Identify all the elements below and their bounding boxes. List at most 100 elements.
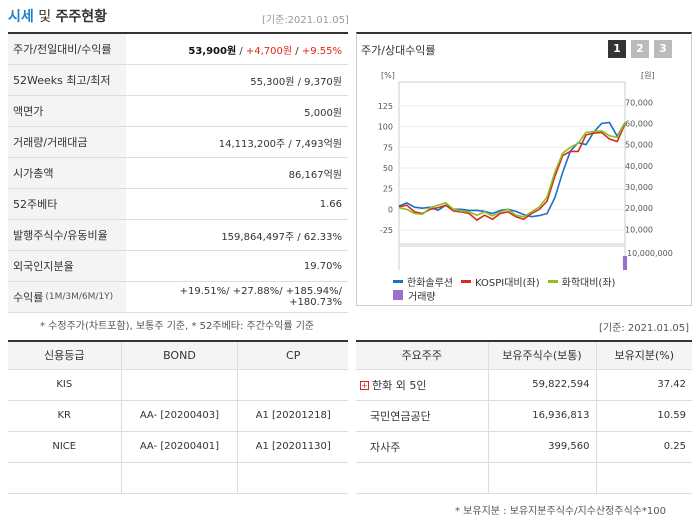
legend-swatch — [547, 279, 558, 283]
table-cell: AA- [20200403] — [120, 399, 238, 432]
title-amp: 및 — [33, 9, 56, 25]
table-row: KIS — [8, 368, 348, 401]
return-value: +19.51%/ +27.88%/ +185.94%/ +180.73% — [179, 286, 342, 308]
return-label: 수익률 (1M/3M/6M/1Y) — [8, 282, 126, 312]
legend-label: 화학대비(좌) — [561, 277, 616, 289]
market-cap-row: 시가총액 86,167억원 — [8, 158, 348, 189]
series-line-2 — [398, 122, 626, 218]
price-table: 주가/전일대비/수익률 53,900원 / +4,700원 / +9.55% 5… — [8, 32, 348, 313]
shares-label: 발행주식수/유동비율 — [8, 220, 126, 250]
legend-label: 거래량 — [408, 291, 436, 303]
price-label: 주가/전일대비/수익률 — [8, 34, 126, 64]
separator: / — [236, 45, 246, 57]
52week-value: 55,300원 / 9,370원 — [250, 76, 342, 88]
table-cell — [120, 461, 238, 494]
price-row: 주가/전일대비/수익률 53,900원 / +4,700원 / +9.55% — [8, 34, 348, 65]
table-cell — [237, 461, 348, 494]
par-value-value: 5,000원 — [304, 107, 342, 119]
y-right-tick-label: 50,000 — [625, 141, 653, 150]
table-cell: 59,822,594 — [487, 369, 596, 401]
legend-row-1: 한화솔루션 KOSPI대비(좌) 화학대비(좌) — [393, 274, 623, 289]
series-line-0 — [398, 121, 626, 218]
volume-bars — [622, 256, 628, 270]
chart-page-1-button[interactable]: 1 — [608, 40, 626, 58]
chart-page-3-button[interactable]: 3 — [654, 40, 672, 58]
market-cap-value: 86,167억원 — [288, 169, 342, 181]
column-header: 주요주주 — [356, 341, 488, 370]
foreign-row: 외국인지분율 19.70% — [8, 251, 348, 282]
note-left: * 수정주가(차트포함), 보통주 기준, * 52주베타: 주간수익률 기준 — [40, 321, 315, 332]
title-part2: 주주현황 — [55, 9, 108, 25]
beta-row: 52주베타 1.66 — [8, 189, 348, 220]
foreign-value: 19.70% — [303, 260, 342, 272]
y-left-tick-label: 0 — [388, 205, 393, 214]
52week-label: 52Weeks 최고/최저 — [8, 65, 126, 95]
legend-item-chem: 화학대비(좌) — [547, 274, 616, 289]
chart-svg: 125 100 75 50 25 0 -25 70,000 60,000 50,000 40,000… — [378, 71, 673, 270]
series-lines — [398, 121, 626, 222]
table-row: 국민연금공단 16,936,813 10.59 — [356, 400, 692, 432]
shareholder-table: 주요주주 보유주식수(보통) 보유지분(%) + 한화 외 5인 59,822,5… — [356, 340, 692, 494]
table-row — [356, 462, 692, 494]
table-cell — [595, 462, 692, 494]
table-cell: NICE — [8, 430, 121, 463]
chart-page-2-button[interactable]: 2 — [631, 40, 649, 58]
table-cell: 10.59 — [595, 400, 692, 432]
y-right-tick-label: 30,000 — [625, 183, 653, 192]
table-header-row: 신용등급 BOND CP — [8, 340, 348, 370]
column-header: 보유주식수(보통) — [487, 341, 596, 370]
y-right-tick-label: 40,000 — [625, 162, 653, 171]
legend-item-volume: 거래량 — [393, 288, 436, 303]
holder-name-cell[interactable]: + 한화 외 5인 — [356, 369, 488, 401]
y-left-tick-label: 75 — [383, 143, 393, 152]
holder-name: 한화 외 5인 — [372, 378, 427, 392]
beta-value: 1.66 — [319, 198, 342, 210]
shares-row: 발행주식수/유동비율 159,864,497주 / 62.33% — [8, 220, 348, 251]
table-cell — [487, 462, 596, 494]
credit-grade-table: 신용등급 BOND CP KIS KR AA- [20200403] A1 [202… — [8, 340, 348, 494]
par-value-row: 액면가 5,000원 — [8, 96, 348, 127]
axis-labels: 125 100 75 50 25 0 -25 70,000 60,000 50,000 40,000… — [378, 71, 673, 258]
return-row: 수익률 (1M/3M/6M/1Y) +19.51%/ +27.88%/ +185.… — [8, 282, 348, 313]
y-left-tick-label: 100 — [378, 123, 393, 132]
price-change: +4,700원 — [245, 45, 293, 57]
table-cell: A1 [20201130] — [237, 430, 348, 463]
y-right-tick-label: 10,000 — [625, 225, 653, 234]
holder-name: 자사주 — [356, 431, 488, 463]
holder-name — [356, 462, 488, 494]
y-left-unit: [%] — [381, 71, 395, 80]
volume-axis-label: 10,000,000 — [627, 249, 673, 258]
y-right-tick-label: 60,000 — [625, 120, 653, 129]
legend-label: 한화솔루션 — [407, 277, 453, 289]
table-row: NICE AA- [20200401] A1 [20201130] — [8, 430, 348, 463]
table-header-row: 주요주주 보유주식수(보통) 보유지분(%) — [356, 341, 692, 370]
table-cell — [120, 368, 238, 401]
chart-panel: 주가/상대수익률 1 2 3 125 100 75 50 25 0 -25 70,000 60,… — [356, 32, 692, 306]
beta-label: 52주베타 — [8, 189, 126, 219]
table-cell: KIS — [8, 368, 121, 401]
volume-value: 14,113,200주 / 7,493억원 — [218, 138, 342, 150]
table-row: 자사주 399,560 0.25 — [356, 431, 692, 463]
table-row — [8, 461, 348, 494]
y-right-unit: [원] — [641, 71, 655, 80]
close-price: 53,900원 — [188, 45, 237, 57]
y-left-tick-label: 125 — [378, 102, 393, 111]
table-cell — [237, 368, 348, 401]
table-cell: A1 [20201218] — [237, 399, 348, 432]
market-cap-label: 시가총액 — [8, 158, 126, 188]
table-cell: 37.42 — [595, 369, 692, 401]
y-left-tick-label: 50 — [383, 164, 393, 173]
legend-swatch — [461, 279, 471, 283]
table-cell: AA- [20200401] — [120, 430, 238, 463]
legend-row-2: 거래량 — [393, 288, 623, 303]
chart-grid — [398, 81, 626, 270]
plot-frame — [398, 81, 626, 245]
legend-item-kospi: KOSPI대비(좌) — [461, 274, 540, 289]
y-right-tick-label: 70,000 — [625, 98, 653, 107]
foreign-label: 외국인지분율 — [8, 251, 126, 281]
legend-label: KOSPI대비(좌) — [475, 277, 540, 289]
volume-frame — [398, 245, 626, 270]
table-row: KR AA- [20200403] A1 [20201218] — [8, 399, 348, 432]
expand-plus-icon[interactable]: + — [360, 381, 369, 390]
y-left-tick-label: 25 — [383, 185, 393, 194]
